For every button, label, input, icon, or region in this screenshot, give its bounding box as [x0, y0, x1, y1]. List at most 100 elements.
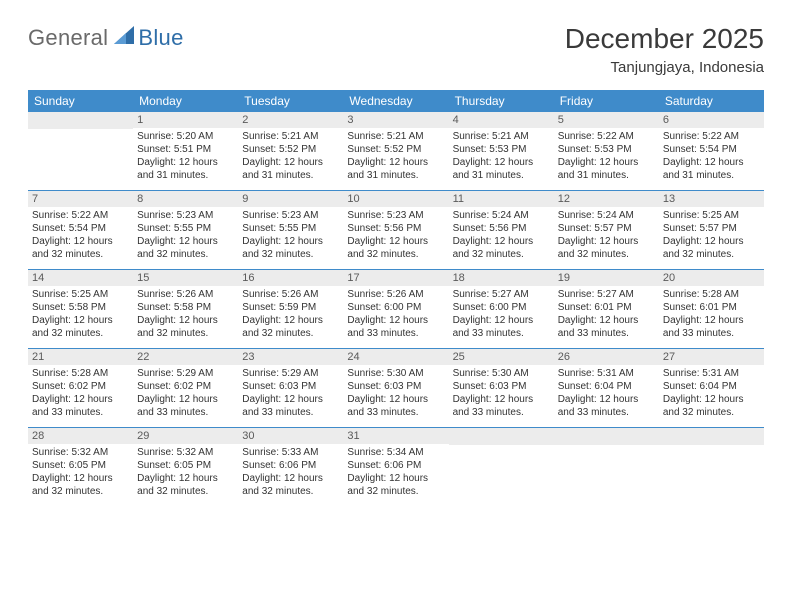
- calendar-page: General Blue December 2025 Tanjungjaya, …: [0, 0, 792, 526]
- day-detail-line: Daylight: 12 hours: [347, 472, 444, 485]
- calendar-day-cell: 13Sunrise: 5:25 AMSunset: 5:57 PMDayligh…: [659, 190, 764, 269]
- day-detail-line: Sunrise: 5:23 AM: [137, 209, 234, 222]
- day-detail-line: Daylight: 12 hours: [453, 235, 550, 248]
- day-details: Sunrise: 5:31 AMSunset: 6:04 PMDaylight:…: [659, 365, 764, 427]
- calendar-table: Sunday Monday Tuesday Wednesday Thursday…: [28, 90, 764, 506]
- page-header: General Blue December 2025 Tanjungjaya, …: [28, 24, 764, 76]
- day-details: Sunrise: 5:28 AMSunset: 6:02 PMDaylight:…: [28, 365, 133, 427]
- day-detail-line: Sunrise: 5:34 AM: [347, 446, 444, 459]
- calendar-day-cell: 18 Sunrise: 5:27 AMSunset: 6:00 PMDayligh…: [449, 269, 554, 348]
- day-detail-line: Daylight: 12 hours: [137, 472, 234, 485]
- day-detail-line: Daylight: 12 hours: [558, 156, 655, 169]
- day-number: 8: [133, 191, 238, 207]
- day-detail-line: Sunset: 5:52 PM: [242, 143, 339, 156]
- calendar-day-cell: 19Sunrise: 5:27 AMSunset: 6:01 PMDayligh…: [554, 269, 659, 348]
- day-detail-line: and 32 minutes.: [347, 248, 444, 261]
- calendar-day-cell: 8Sunrise: 5:23 AMSunset: 5:55 PMDaylight…: [133, 190, 238, 269]
- day-detail-line: Sunset: 5:57 PM: [558, 222, 655, 235]
- day-details: [659, 445, 764, 501]
- brand-logo: General Blue: [28, 24, 184, 51]
- day-details: Sunrise: 5:27 AMSunset: 6:01 PMDaylight:…: [554, 286, 659, 348]
- calendar-week-row: 28Sunrise: 5:32 AMSunset: 6:05 PMDayligh…: [28, 427, 764, 506]
- day-detail-line: Daylight: 12 hours: [242, 472, 339, 485]
- day-detail-line: Sunset: 5:58 PM: [32, 301, 129, 314]
- day-details: Sunrise: 5:33 AMSunset: 6:06 PMDaylight:…: [238, 444, 343, 506]
- calendar-day-cell: 22Sunrise: 5:29 AMSunset: 6:02 PMDayligh…: [133, 348, 238, 427]
- day-number: [28, 112, 133, 129]
- day-detail-line: Sunrise: 5:21 AM: [242, 130, 339, 143]
- logo-word-general: General: [28, 25, 108, 51]
- day-detail-line: and 31 minutes.: [558, 169, 655, 182]
- month-title: December 2025: [565, 24, 764, 55]
- day-detail-line: Sunset: 6:00 PM: [347, 301, 444, 314]
- day-number: 4: [449, 112, 554, 128]
- day-detail-line: Daylight: 12 hours: [663, 156, 760, 169]
- day-detail-line: Daylight: 12 hours: [137, 235, 234, 248]
- day-detail-line: Sunrise: 5:20 AM: [137, 130, 234, 143]
- day-number: 1: [133, 112, 238, 128]
- day-detail-line: and 33 minutes.: [663, 327, 760, 340]
- day-detail-line: Sunset: 5:59 PM: [242, 301, 339, 314]
- calendar-week-row: 14Sunrise: 5:25 AMSunset: 5:58 PMDayligh…: [28, 269, 764, 348]
- day-details: [449, 445, 554, 501]
- day-detail-line: Sunrise: 5:23 AM: [242, 209, 339, 222]
- day-details: Sunrise: 5:21 AMSunset: 5:52 PMDaylight:…: [343, 128, 448, 190]
- day-number: 29: [133, 428, 238, 444]
- day-number: 23: [238, 349, 343, 365]
- day-detail-line: Sunrise: 5:26 AM: [347, 288, 444, 301]
- day-details: Sunrise: 5:23 AMSunset: 5:56 PMDaylight:…: [343, 207, 448, 269]
- day-detail-line: Sunrise: 5:23 AM: [347, 209, 444, 222]
- day-details: Sunrise: 5:22 AMSunset: 5:53 PMDaylight:…: [554, 128, 659, 190]
- weekday-header: Sunday: [28, 90, 133, 112]
- day-detail-line: Sunrise: 5:22 AM: [32, 209, 129, 222]
- title-block: December 2025 Tanjungjaya, Indonesia: [565, 24, 764, 76]
- calendar-day-cell: 3Sunrise: 5:21 AMSunset: 5:52 PMDaylight…: [343, 112, 448, 191]
- day-detail-line: Daylight: 12 hours: [347, 156, 444, 169]
- day-number: 26: [554, 349, 659, 365]
- day-detail-line: Sunrise: 5:28 AM: [663, 288, 760, 301]
- calendar-day-cell: 2Sunrise: 5:21 AMSunset: 5:52 PMDaylight…: [238, 112, 343, 191]
- day-detail-line: and 33 minutes.: [347, 406, 444, 419]
- day-detail-line: and 31 minutes.: [453, 169, 550, 182]
- day-detail-line: Sunset: 6:03 PM: [347, 380, 444, 393]
- day-number: 7: [28, 191, 133, 207]
- day-details: Sunrise: 5:24 AMSunset: 5:57 PMDaylight:…: [554, 207, 659, 269]
- day-detail-line: and 32 minutes.: [242, 327, 339, 340]
- day-detail-line: Sunrise: 5:22 AM: [558, 130, 655, 143]
- day-detail-line: Daylight: 12 hours: [32, 472, 129, 485]
- calendar-day-cell: 15Sunrise: 5:26 AMSunset: 5:58 PMDayligh…: [133, 269, 238, 348]
- day-detail-line: and 33 minutes.: [347, 327, 444, 340]
- day-detail-line: Daylight: 12 hours: [453, 314, 550, 327]
- day-detail-line: Sunset: 6:01 PM: [663, 301, 760, 314]
- day-detail-line: Sunrise: 5:27 AM: [453, 288, 550, 301]
- day-detail-line: Sunrise: 5:31 AM: [663, 367, 760, 380]
- day-number: 2: [238, 112, 343, 128]
- day-details: Sunrise: 5:23 AMSunset: 5:55 PMDaylight:…: [133, 207, 238, 269]
- day-detail-line: and 31 minutes.: [242, 169, 339, 182]
- day-detail-line: and 32 minutes.: [453, 248, 550, 261]
- day-detail-line: Sunset: 6:00 PM: [453, 301, 550, 314]
- day-details: Sunrise: 5:23 AMSunset: 5:55 PMDaylight:…: [238, 207, 343, 269]
- day-detail-line: Daylight: 12 hours: [347, 314, 444, 327]
- day-detail-line: and 32 minutes.: [32, 327, 129, 340]
- day-details: Sunrise: 5:32 AMSunset: 6:05 PMDaylight:…: [133, 444, 238, 506]
- day-detail-line: Sunset: 6:05 PM: [137, 459, 234, 472]
- day-detail-line: and 32 minutes.: [137, 248, 234, 261]
- day-detail-line: Daylight: 12 hours: [558, 314, 655, 327]
- day-detail-line: Daylight: 12 hours: [242, 393, 339, 406]
- day-details: Sunrise: 5:26 AMSunset: 5:58 PMDaylight:…: [133, 286, 238, 348]
- day-number: 10: [343, 191, 448, 207]
- day-detail-line: Sunrise: 5:26 AM: [137, 288, 234, 301]
- calendar-day-cell: [659, 427, 764, 506]
- day-detail-line: Sunrise: 5:27 AM: [558, 288, 655, 301]
- day-detail-line: Sunrise: 5:29 AM: [242, 367, 339, 380]
- day-detail-line: Sunrise: 5:24 AM: [558, 209, 655, 222]
- day-detail-line: Daylight: 12 hours: [32, 393, 129, 406]
- day-number: 18: [449, 270, 554, 286]
- weekday-header: Thursday: [449, 90, 554, 112]
- day-detail-line: Daylight: 12 hours: [558, 393, 655, 406]
- calendar-day-cell: [28, 112, 133, 191]
- day-details: Sunrise: 5:34 AMSunset: 6:06 PMDaylight:…: [343, 444, 448, 506]
- day-number: 31: [343, 428, 448, 444]
- day-detail-line: Daylight: 12 hours: [137, 156, 234, 169]
